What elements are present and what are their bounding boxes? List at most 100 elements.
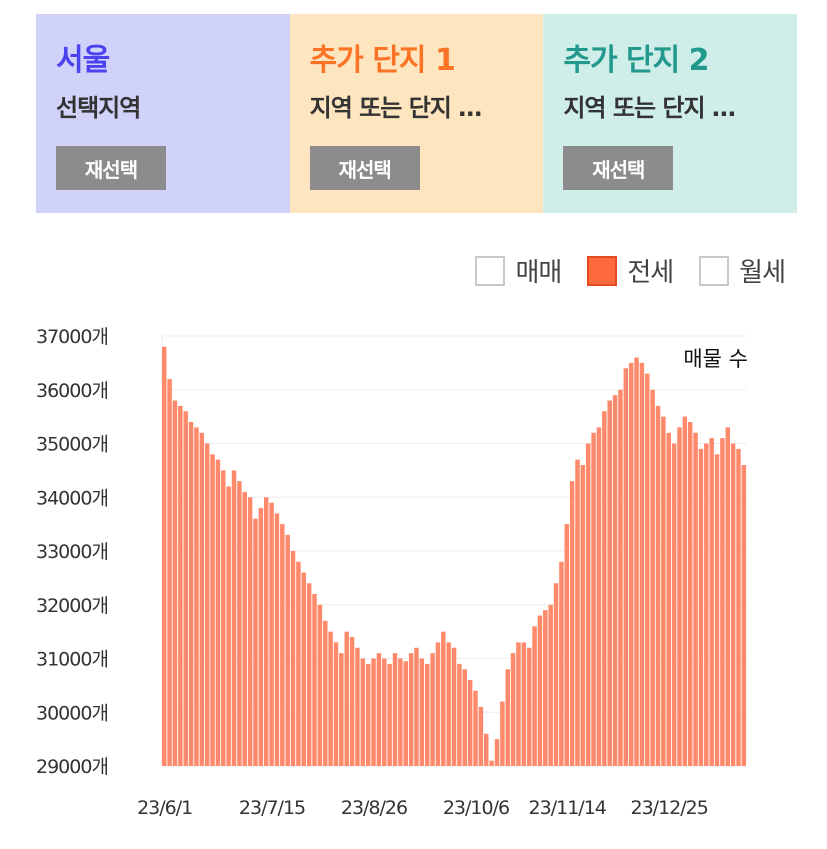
bar — [392, 653, 398, 767]
bar — [596, 427, 602, 767]
bar — [204, 443, 210, 766]
bar — [263, 497, 269, 766]
bar — [183, 411, 188, 766]
legend-item-monthly-rent[interactable]: 월세 — [699, 252, 786, 289]
bar — [510, 653, 516, 767]
complex-panel-2: 추가 단지 2 지역 또는 단지 … 재선택 — [543, 14, 798, 213]
legend-item-sale[interactable]: 매매 — [475, 252, 562, 289]
y-tick-label: 33000개 — [36, 541, 108, 563]
bar — [585, 443, 591, 766]
bar — [639, 362, 645, 767]
x-tick-label: 23/7/15 — [239, 797, 305, 819]
x-tick-label: 23/8/26 — [341, 797, 407, 819]
bar — [371, 658, 376, 766]
legend-item-jeonse[interactable]: 전세 — [587, 252, 674, 289]
bar — [446, 642, 451, 767]
bar — [253, 518, 258, 766]
bar — [312, 594, 317, 766]
bar — [607, 400, 612, 766]
bar — [188, 422, 194, 766]
legend-label: 월세 — [739, 258, 786, 288]
bar — [650, 389, 655, 766]
x-tick-label: 23/10/6 — [443, 797, 509, 819]
bar — [451, 647, 457, 766]
bar — [618, 389, 623, 766]
bar — [725, 427, 730, 767]
x-tick-label: 23/11/14 — [529, 797, 607, 819]
bar — [419, 658, 425, 766]
bar — [682, 416, 688, 767]
y-tick-label: 37000개 — [36, 326, 108, 348]
bar — [349, 637, 355, 766]
bar — [478, 706, 484, 767]
bar — [553, 583, 559, 766]
bar — [430, 653, 435, 767]
bar — [559, 561, 564, 766]
bar — [634, 357, 639, 766]
x-tick-label: 23/12/25 — [631, 797, 708, 819]
comparison-panels: 서울 선택지역 재선택 추가 단지 1 지역 또는 단지 … 재선택 추가 단지… — [36, 14, 798, 213]
bar — [462, 669, 468, 766]
bar — [704, 443, 709, 766]
panel-title: 추가 단지 2 — [563, 43, 709, 78]
x-axis: 23/6/1 23/7/15 23/8/26 23/10/6 23/11/14 23/12… — [137, 797, 709, 819]
bar — [408, 653, 414, 767]
bar — [698, 448, 704, 767]
bar — [548, 604, 553, 766]
bar — [628, 362, 634, 767]
bar — [457, 663, 462, 767]
reselect-button[interactable]: 재선택 — [309, 146, 420, 190]
bar — [296, 561, 301, 766]
x-tick-label: 23/6/1 — [137, 797, 192, 819]
bar — [199, 432, 205, 766]
bar — [489, 760, 494, 767]
legend-checkbox[interactable] — [475, 255, 506, 286]
bar — [301, 572, 307, 766]
bar — [687, 422, 693, 766]
bar — [398, 658, 403, 766]
bar — [714, 454, 720, 766]
reselect-button[interactable]: 재선택 — [563, 146, 674, 190]
legend-checkbox[interactable] — [587, 255, 618, 286]
panel-subtitle: 지역 또는 단지 … — [309, 94, 483, 122]
bar — [414, 647, 419, 766]
bar — [569, 481, 575, 767]
bar — [290, 551, 296, 766]
panel-subtitle: 지역 또는 단지 … — [563, 94, 736, 122]
bar — [172, 400, 178, 766]
y-tick-label: 29000개 — [36, 756, 108, 778]
y-tick-label: 30000개 — [36, 702, 108, 724]
bar — [516, 642, 521, 767]
listing-count-chart: 29000개 30000개 31000개 32000개 33000개 34000개 3500… — [36, 326, 748, 819]
y-tick-label: 36000개 — [36, 380, 108, 402]
bar — [237, 481, 242, 767]
panel-title: 추가 단지 1 — [309, 43, 456, 78]
legend-label: 전세 — [627, 258, 674, 288]
bar — [162, 346, 167, 766]
bar — [194, 427, 199, 767]
bar — [274, 513, 280, 767]
bar — [709, 438, 714, 767]
bar — [167, 379, 172, 766]
bar — [258, 508, 264, 766]
bar — [210, 454, 215, 766]
reselect-button[interactable]: 재선택 — [56, 146, 166, 190]
bar — [591, 432, 596, 766]
bar — [365, 663, 371, 767]
region-panel-seoul: 서울 선택지역 재선택 — [36, 14, 290, 213]
bar — [661, 416, 666, 767]
bar — [720, 438, 725, 767]
bar — [247, 497, 253, 766]
bar — [178, 405, 183, 767]
bar — [339, 653, 344, 767]
bar — [671, 443, 677, 766]
y-tick-label: 35000개 — [36, 434, 108, 456]
y-tick-label: 31000개 — [36, 649, 108, 671]
bar — [564, 524, 569, 767]
chart-annotation: 매물 수 — [683, 347, 748, 371]
legend-checkbox[interactable] — [699, 255, 730, 286]
bar — [645, 373, 650, 767]
bar — [532, 626, 537, 766]
bar — [736, 448, 741, 767]
bar — [441, 631, 446, 767]
